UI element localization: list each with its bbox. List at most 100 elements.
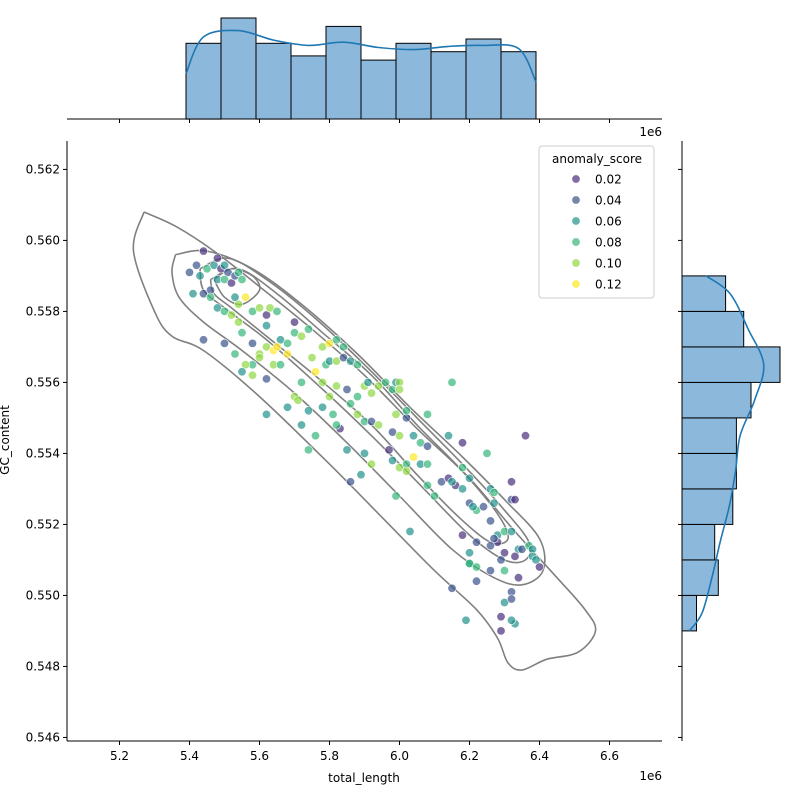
x-tick-label: 5.8 xyxy=(320,749,339,763)
legend-marker xyxy=(571,279,581,289)
scatter-point xyxy=(391,491,401,501)
scatter-point xyxy=(345,477,355,487)
scatter-point xyxy=(188,289,198,299)
legend-title: anomaly_score xyxy=(552,152,642,166)
scatter-point xyxy=(394,384,404,394)
scatter-point xyxy=(296,377,306,387)
x-tick-label: 5.4 xyxy=(180,749,199,763)
scatter-point xyxy=(345,399,355,409)
main-scatter-plot xyxy=(132,211,597,671)
scatter-point xyxy=(352,360,362,370)
scatter-point xyxy=(255,353,265,363)
scatter-point xyxy=(352,392,362,402)
scatter-point xyxy=(394,431,404,441)
scatter-point xyxy=(213,253,223,263)
scatter-point xyxy=(408,431,418,441)
right-histogram-bar xyxy=(681,381,752,419)
scatter-point xyxy=(317,377,327,387)
scatter-point xyxy=(328,409,338,419)
scatter-point xyxy=(192,260,202,270)
scatter-point xyxy=(206,292,216,302)
scatter-point xyxy=(230,292,240,302)
legend-box xyxy=(538,145,655,299)
scatter-point xyxy=(359,448,369,458)
scatter-point xyxy=(471,562,481,572)
y-tick-label: 0.548 xyxy=(26,659,60,673)
scatter-point xyxy=(261,374,271,384)
scatter-point xyxy=(447,477,457,487)
scatter-point xyxy=(241,360,251,370)
right-histogram-bar xyxy=(681,275,727,312)
scatter-point xyxy=(331,420,341,430)
x-axis-exponent-label: 1e6 xyxy=(639,769,662,783)
scatter-point xyxy=(471,576,481,586)
scatter-point xyxy=(234,299,244,309)
scatter-point xyxy=(468,502,478,512)
legend-marker xyxy=(571,216,581,226)
scatter-point xyxy=(289,328,299,338)
scatter-point xyxy=(310,431,320,441)
scatter-point xyxy=(220,306,230,316)
scatter-point xyxy=(195,271,205,281)
scatter-point xyxy=(422,441,432,451)
right-histogram-bar xyxy=(681,523,716,561)
scatter-point xyxy=(352,409,362,419)
scatter-point xyxy=(220,260,230,270)
top-marginal-exponent-label: 1e6 xyxy=(639,125,662,139)
legend-label: 0.08 xyxy=(595,236,622,250)
scatter-point xyxy=(317,402,327,412)
scatter-point xyxy=(255,303,265,313)
legend-label: 0.04 xyxy=(595,194,622,208)
x-tick-label: 6.2 xyxy=(460,749,479,763)
x-tick-label: 6.4 xyxy=(530,749,549,763)
scatter-point xyxy=(506,594,516,604)
scatter-point xyxy=(282,349,292,359)
top-marginal-histogram xyxy=(185,17,537,120)
top-histogram-bar xyxy=(430,51,467,120)
x-tick-label: 6.6 xyxy=(600,749,619,763)
scatter-point xyxy=(199,246,209,256)
kde-contours xyxy=(132,211,597,671)
scatter-point xyxy=(237,367,247,377)
scatter-point xyxy=(275,360,285,370)
top-histogram-bar xyxy=(500,51,537,120)
scatter-point xyxy=(429,491,439,501)
scatter-point xyxy=(489,498,499,508)
legend: anomaly_score 0.02 0.04 0.06 0.08 0.10 0.12 xyxy=(538,145,655,299)
right-histogram-bar xyxy=(681,452,737,490)
scatter-point xyxy=(241,292,251,302)
right-kde-line xyxy=(688,275,765,632)
legend-entries: 0.02 0.04 0.06 0.08 0.10 0.12 xyxy=(571,173,622,292)
scatter-point xyxy=(461,615,471,625)
y-tick-label: 0.560 xyxy=(26,233,60,247)
scatter-point xyxy=(506,615,516,625)
scatter-point xyxy=(261,310,271,320)
scatter-point xyxy=(237,328,247,338)
y-tick-label: 0.556 xyxy=(26,375,60,389)
scatter-point xyxy=(310,367,320,377)
scatter-point xyxy=(447,583,457,593)
scatter-point xyxy=(248,338,258,348)
scatter-point xyxy=(531,555,541,565)
scatter-point xyxy=(517,544,527,554)
legend-marker xyxy=(571,174,581,184)
right-histogram-bar xyxy=(681,559,719,596)
legend-marker xyxy=(571,258,581,268)
scatter-point xyxy=(230,349,240,359)
right-histogram-bar xyxy=(681,310,745,348)
x-tick-label: 5.6 xyxy=(250,749,269,763)
scatter-point xyxy=(282,402,292,412)
scatter-point xyxy=(482,448,492,458)
scatter-point xyxy=(248,370,258,380)
scatter-point xyxy=(510,551,520,561)
scatter-point xyxy=(513,573,523,583)
top-histogram-bar xyxy=(360,59,397,120)
kde-contour-line xyxy=(213,267,261,306)
scatter-point xyxy=(485,541,495,551)
main-axes: 5.2 5.4 5.6 5.8 6.0 6.2 6.4 6.6 0.546 0.548 0.550 0… xyxy=(26,118,683,763)
top-histogram-bar xyxy=(255,42,292,120)
scatter-point xyxy=(391,409,401,419)
scatter-point xyxy=(447,377,457,387)
y-axis-label: GC_content xyxy=(0,405,12,475)
